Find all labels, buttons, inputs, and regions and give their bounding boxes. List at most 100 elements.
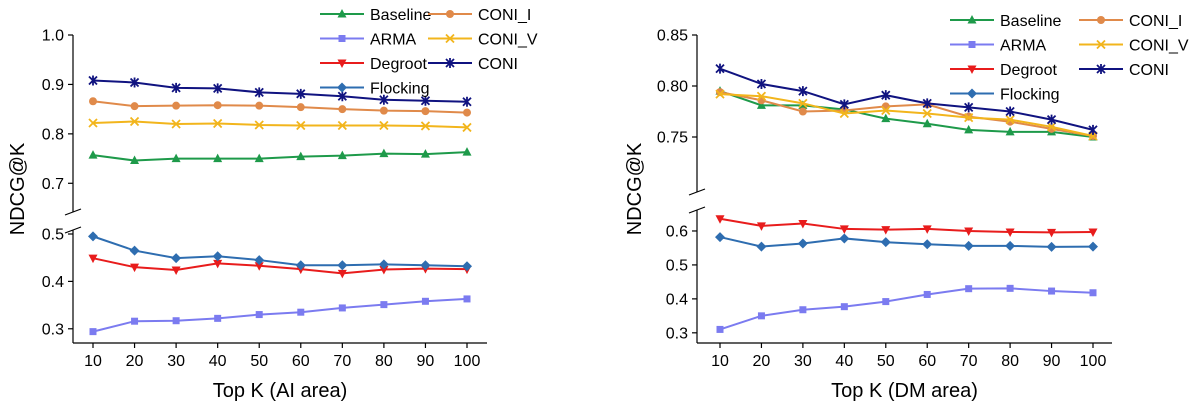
legend-label: Flocking [1000,87,1060,104]
series-arma-ai [89,295,471,336]
data-point [922,118,932,128]
series-line [719,91,1094,137]
data-point [296,120,306,131]
data-point [337,150,347,160]
data-point [337,91,347,102]
data-point [420,260,431,271]
legend-label: CONI_I [478,7,531,24]
legend-item: Flocking [320,81,430,98]
data-point [420,121,431,131]
axis-break-mark [688,188,706,196]
data-point [463,295,471,303]
axis-break-mark [64,226,82,234]
data-point [379,266,389,275]
data-point [131,317,139,325]
data-point [798,98,808,108]
series-coni-i-ai [89,97,471,117]
series-coni-dm [715,63,1098,135]
data-point [379,94,389,105]
data-point [964,124,974,134]
y-tick-label: 0.3 [666,325,688,342]
data-point [88,150,98,159]
chart-ai: 0.7 0.8 0.9 1.0 0.3 0.4 0.5 10 20 30 40 50 60 70 80 90 1… [7,7,538,402]
data-point [1005,106,1015,117]
data-point [715,215,725,224]
legend-swatch-marker [1096,39,1106,50]
x-tick-label: 30 [167,353,185,370]
axes-ai: 0.7 0.8 0.9 1.0 0.3 0.4 0.5 10 20 30 40 50 60 70 80 90 1… [42,28,487,370]
legend-item: CONI [428,56,518,73]
data-point [338,105,347,114]
y-tick-label: 0.80 [657,79,688,96]
data-point [88,254,98,264]
legend-swatch-marker [445,33,455,44]
data-point [380,301,388,309]
data-point [1088,124,1098,135]
legend-swatch-marker [968,41,976,48]
data-point [756,78,767,89]
series-line [92,79,468,103]
legend-label: Degroot [370,56,427,73]
legend-item: Baseline [950,13,1061,30]
legend-item: CONI_V [428,32,538,49]
series-coni-v-ai [88,116,472,133]
data-point [214,314,222,322]
y-tick-label: 0.3 [42,321,64,338]
axis-break-mask [64,212,82,230]
legend-label: CONI_V [1129,38,1189,55]
y-tick-label: 0.75 [657,130,688,147]
data-point [171,119,181,129]
series-line [719,217,1094,234]
data-point [255,101,264,110]
data-point [296,103,305,112]
legend-swatch-marker [967,88,977,99]
legend-label: Baseline [1000,13,1061,30]
data-point [756,100,766,109]
series-line [719,236,1094,248]
legend-swatch-marker [337,59,347,68]
chart-dm: 0.75 0.80 0.85 0.3 0.4 0.5 0.6 10 20 30 40 50 60 70 80… [624,13,1189,402]
data-point [172,317,180,325]
data-point [881,90,891,101]
data-point [839,99,849,110]
data-point [756,241,767,252]
y-tick-label: 0.4 [666,291,688,308]
data-point [799,306,807,314]
series-line [92,257,468,275]
series-flocking-dm [715,232,1098,252]
x-tick-label: 60 [292,353,310,370]
data-point [337,269,347,279]
data-point [798,220,808,229]
data-point [1006,284,1014,292]
legend-swatch-marker [1097,16,1105,24]
y-tick-label: 0.8 [42,126,64,143]
x-tick-label: 90 [417,353,435,370]
series-line [719,67,1094,131]
data-point [880,237,891,248]
data-point [1005,115,1015,125]
y-tick-label: 0.4 [42,274,64,291]
x-tick-label: 30 [794,353,812,370]
x-tick-label: 60 [918,353,936,370]
data-point [839,233,850,244]
data-point [337,260,348,271]
series-baseline-ai [88,147,472,165]
data-point [462,261,472,272]
data-point [922,225,932,234]
legend-swatch-marker [967,15,977,24]
data-point [88,231,98,242]
data-point [255,311,263,319]
legend-item: Flocking [950,87,1060,104]
data-point [171,82,181,93]
data-point [130,263,140,273]
data-point [378,259,389,270]
series-line [92,100,468,114]
legend-label: Flocking [370,81,430,98]
y-tick-label: 0.85 [657,28,688,45]
data-point [462,147,472,156]
legend-swatch-marker [338,35,346,42]
data-point [337,120,347,131]
data-point [420,95,431,106]
data-point [1047,228,1057,238]
x-tick-label: 10 [84,353,102,370]
